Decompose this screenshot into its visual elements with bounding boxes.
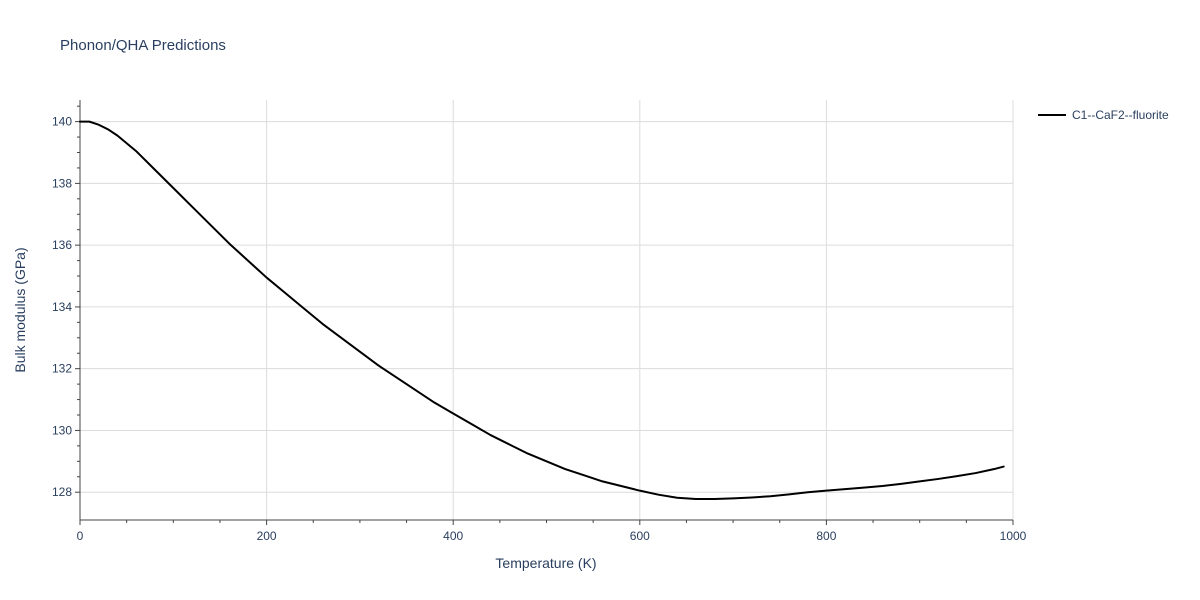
y-tick-label: 130	[52, 423, 72, 437]
chart-title: Phonon/QHA Predictions	[60, 37, 226, 54]
y-tick-label: 132	[52, 362, 72, 376]
y-tick-label: 136	[52, 238, 72, 252]
y-tick-label: 128	[52, 485, 72, 499]
legend-label-c1-caf2-fluorite: C1--CaF2--fluorite	[1072, 108, 1169, 122]
y-gridlines	[80, 121, 1013, 493]
y-tick-labels: 128 130 132 134 136 138 140	[52, 115, 72, 500]
x-tick-label: 200	[257, 529, 277, 543]
x-tick-label: 0	[77, 529, 84, 543]
y-tick-label: 140	[52, 115, 72, 129]
series-line-0	[79, 120, 1005, 500]
y-tick-label: 134	[52, 300, 72, 314]
y-axis-title: Bulk modulus (GPa)	[12, 247, 28, 372]
x-tick-label: 1000	[1000, 529, 1027, 543]
x-gridlines	[266, 100, 1014, 520]
x-axis-title: Temperature (K)	[495, 555, 596, 571]
x-tick-label: 400	[443, 529, 463, 543]
axes	[75, 100, 1014, 525]
series-layer	[79, 120, 1005, 500]
x-tick-label: 600	[630, 529, 650, 543]
x-tick-labels: 0 200 400 600 800 1000	[77, 529, 1027, 543]
x-tick-label: 800	[816, 529, 836, 543]
legend[interactable]: C1--CaF2--fluorite	[1038, 108, 1169, 122]
y-tick-label: 138	[52, 176, 72, 190]
